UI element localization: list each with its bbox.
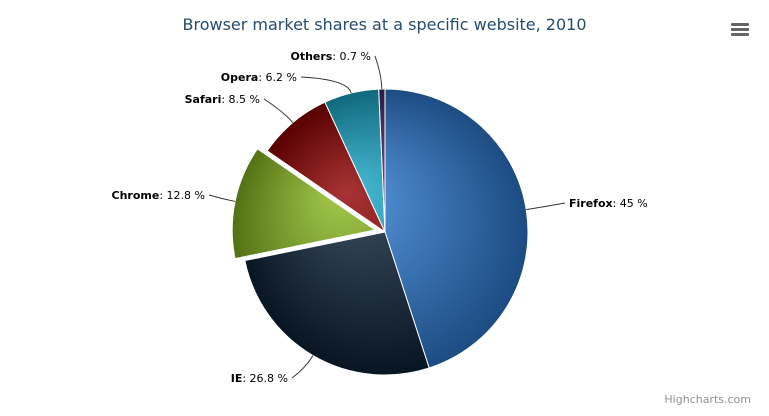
connector-others <box>374 55 383 90</box>
label-value: : 8.5 % <box>221 93 260 106</box>
data-label-opera: Opera: 6.2 % <box>221 71 297 84</box>
connector-opera <box>300 76 352 94</box>
label-name: Safari <box>185 93 222 106</box>
pie-slice-firefox[interactable] <box>384 88 529 369</box>
label-value: : 26.8 % <box>242 372 288 385</box>
hamburger-menu-icon[interactable] <box>731 23 749 37</box>
label-value: : 12.8 % <box>159 189 205 202</box>
label-value: : 0.7 % <box>332 50 371 63</box>
label-value: : 6.2 % <box>258 71 297 84</box>
label-name: Chrome <box>112 189 160 202</box>
pie-slice-others[interactable] <box>378 88 386 233</box>
label-value: : 45 % <box>613 197 648 210</box>
chart-title: Browser market shares at a specific webs… <box>182 15 587 34</box>
connector-ie <box>291 355 314 379</box>
label-name: Others <box>290 50 332 63</box>
data-label-others: Others: 0.7 % <box>290 50 371 63</box>
connector-safari <box>263 98 294 124</box>
credits-link[interactable]: Highcharts.com <box>664 393 751 406</box>
label-name: IE <box>231 372 243 385</box>
label-name: Opera <box>221 71 259 84</box>
connector-firefox <box>526 202 566 211</box>
label-name: Firefox <box>569 197 613 210</box>
pie-slice-ie[interactable] <box>244 231 430 376</box>
data-label-firefox: Firefox: 45 % <box>569 197 648 210</box>
data-label-safari: Safari: 8.5 % <box>185 93 260 106</box>
data-label-ie: IE: 26.8 % <box>231 372 288 385</box>
connector-chrome <box>208 194 236 202</box>
data-label-chrome: Chrome: 12.8 % <box>112 189 205 202</box>
